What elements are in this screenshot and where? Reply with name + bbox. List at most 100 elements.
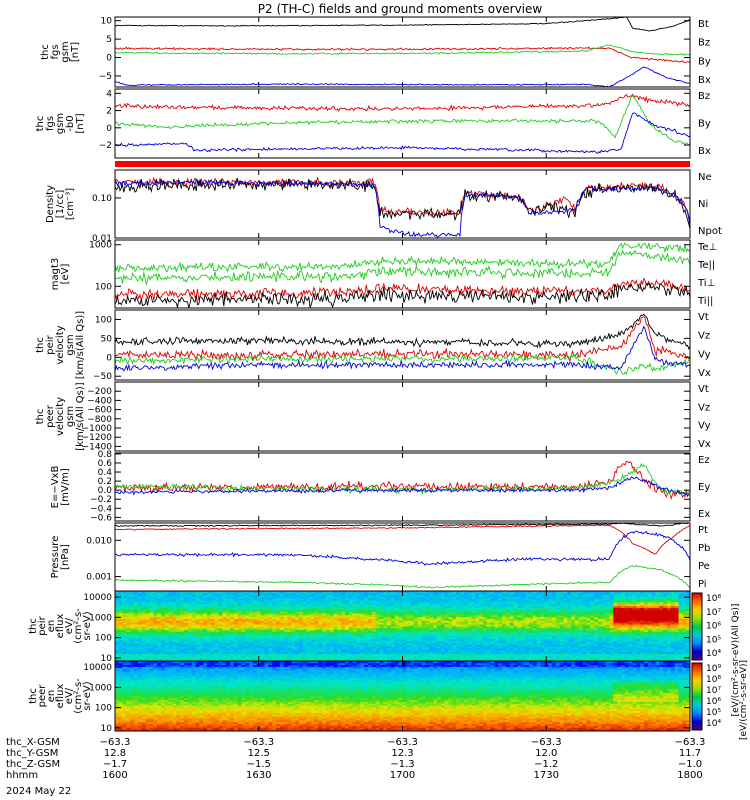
- series-density-ni: [114, 177, 691, 229]
- series-pressure-pb: [114, 524, 691, 555]
- legend-efield-1: Ey: [698, 482, 710, 493]
- legend-peer_vel-1: Vz: [698, 402, 710, 413]
- series-efield-ez: [114, 460, 691, 500]
- colorbar-label: 10⁹: [706, 664, 721, 674]
- panel-efield: 0.80.60.40.20.0−0.2−0.4−0.6 E=−VxB[mV/m] E…: [50, 450, 710, 523]
- mode-bar: [115, 161, 690, 167]
- ytick-label: −0.6: [90, 513, 112, 523]
- legend-peer_vel-3: Vx: [698, 439, 711, 450]
- xaxis-value: 1800: [677, 770, 702, 781]
- legend-density-1: Ni: [698, 199, 708, 210]
- ytick-label: −600: [87, 406, 112, 416]
- colorbar-label: 10⁵: [706, 708, 721, 718]
- colorbar-upper: [691, 592, 703, 661]
- ytick-label: 5: [106, 35, 112, 45]
- legend-density-0: Ne: [698, 172, 712, 183]
- colorbar-lower: [691, 662, 703, 731]
- ytick-label: 0.10: [92, 194, 112, 204]
- colorbar-label: 10⁸: [706, 594, 721, 604]
- ytick-label: 2: [106, 107, 112, 117]
- series-peir_vel-vx: [114, 325, 691, 372]
- legend-peir_vel-0: Vt: [698, 312, 709, 323]
- ytick-label: −1200: [82, 433, 113, 443]
- spectrogram-peir_en: [115, 591, 691, 662]
- xaxis-row-label: thc_X-GSM: [6, 737, 60, 748]
- ylabel-density: Density[1/cc][cm⁻³]: [45, 185, 76, 223]
- legend-fgs-3: Bx: [698, 75, 711, 86]
- xaxis-value: −1.3: [390, 759, 414, 770]
- colorbar-label: 10⁵: [706, 635, 721, 645]
- colorbar-label: 10⁸: [706, 675, 721, 685]
- xaxis-value: 12.3: [391, 748, 413, 759]
- legend-peir_vel-2: Vy: [698, 349, 711, 360]
- xaxis-value: 12.0: [535, 748, 557, 759]
- ytick-label: 0: [106, 54, 112, 64]
- xaxis-value: −63.3: [100, 737, 131, 748]
- series-density-npot: [114, 178, 691, 239]
- xaxis-value: 11.7: [679, 748, 701, 759]
- colorbar-unit: [eV/(cm²-s-sr-eV)(All Qs)]: [731, 604, 741, 717]
- ytick-label: −200: [87, 387, 112, 397]
- ytick-label: −5: [99, 72, 112, 82]
- legend-peir_vel-1: Vz: [698, 331, 710, 342]
- panel-peer_vel: −200−400−600−800−1000−1200−1400thcpeerve…: [35, 381, 711, 452]
- ylabel-temp: magt3[eV]: [50, 258, 71, 291]
- panel-fgs2: 4 2 0 −2 thcfgsgsm-b0[nT] Bz By Bx: [35, 88, 711, 159]
- xaxis-row-label: thc_Y-GSM: [6, 748, 58, 759]
- series-efield-ex: [115, 476, 691, 497]
- colorbar-label: 10⁶: [706, 622, 721, 632]
- ytick-label: 10: [101, 17, 113, 27]
- legend-peir_vel-3: Vx: [698, 368, 711, 379]
- series-fgs-bz: [114, 46, 691, 64]
- legend-temp-0: Te⊥: [697, 242, 717, 253]
- ytick-label: 100: [95, 282, 112, 292]
- panel-fgs: 10 5 0 −5 thcfgsgsm[nT] Bt Bz By Bx: [40, 16, 711, 88]
- ytick-label: −50: [93, 372, 112, 382]
- series-pressure-pi: [114, 530, 691, 566]
- ytick-label: 0.01: [92, 234, 112, 244]
- xaxis-value: 1630: [246, 770, 271, 781]
- colorbar-label: 10⁴: [706, 649, 721, 659]
- series-temp-ti: [114, 242, 691, 274]
- ylabel-fgs2: thcfgsgsm-b0[nT]: [35, 113, 86, 134]
- xaxis-value: −1.0: [678, 759, 702, 770]
- ytick-label: −0.4: [90, 504, 112, 514]
- xaxis-value: −1.5: [247, 759, 271, 770]
- legend-pressure-1: Pb: [698, 543, 710, 554]
- xaxis-value: −63.3: [243, 737, 274, 748]
- panel-peer_en: 10000 1000 100 10 thcpeerenefluxeV/(cm²-s-sr…: [28, 660, 691, 734]
- legend-fgs2-2: Bx: [698, 146, 711, 157]
- ytick-label: 0.010: [86, 536, 112, 546]
- panel-peir_vel: 100 50 0 −50 thcpeirvelocitygsm[km/s(All Qs)…: [35, 309, 711, 382]
- ytick-label: 10000: [83, 593, 112, 603]
- legend-pressure-0: Pt: [698, 525, 708, 536]
- legend-density-2: Npot: [698, 226, 722, 237]
- legend-fgs-2: By: [698, 56, 711, 67]
- ytick-label: −0.2: [90, 495, 112, 505]
- series-fgs2-by: [114, 95, 691, 146]
- ylabel-peir_en: thcpeirenefluxeV/(cm²-s-sr-eV): [28, 608, 93, 644]
- series-temp-te: [114, 282, 691, 309]
- ytick-label: 0.8: [98, 450, 113, 460]
- ylabel-pressure: Pressure[nPa]: [50, 536, 71, 579]
- xaxis-value: 1700: [390, 770, 415, 781]
- series-fgs2-bz: [114, 93, 691, 112]
- ytick-label: 0: [106, 124, 112, 134]
- panel-pressure: 0.010 0.001 Pressure[nPa] Pt Pb Pe Pi: [50, 522, 710, 592]
- xaxis-value: 12.8: [104, 748, 126, 759]
- series-pressure-pe: [114, 564, 691, 589]
- ytick-label: −2: [99, 141, 112, 151]
- ytick-label: 1000: [89, 613, 112, 623]
- panel-peir_en: 10000 1000 100 10 thcpeirenefluxeV/(cm²-s-sr…: [28, 590, 691, 664]
- ytick-label: 1000: [89, 241, 112, 251]
- ytick-label: −1000: [82, 424, 113, 434]
- ytick-label: −400: [87, 396, 112, 406]
- colorbar-unit-2: [eV/(cm²-s-sr-eV)]: [739, 660, 749, 740]
- ylabel-peer_vel: thcpeervelocitygsm[km/s(All Qs)]: [35, 382, 86, 450]
- ytick-label: 10: [101, 654, 113, 664]
- legend-peer_vel-0: Vt: [698, 384, 709, 395]
- series-efield-ey: [114, 462, 691, 496]
- xaxis-value: 12.5: [248, 748, 270, 759]
- series-temp-ti: [114, 249, 691, 285]
- legend-pressure-2: Pe: [698, 561, 710, 572]
